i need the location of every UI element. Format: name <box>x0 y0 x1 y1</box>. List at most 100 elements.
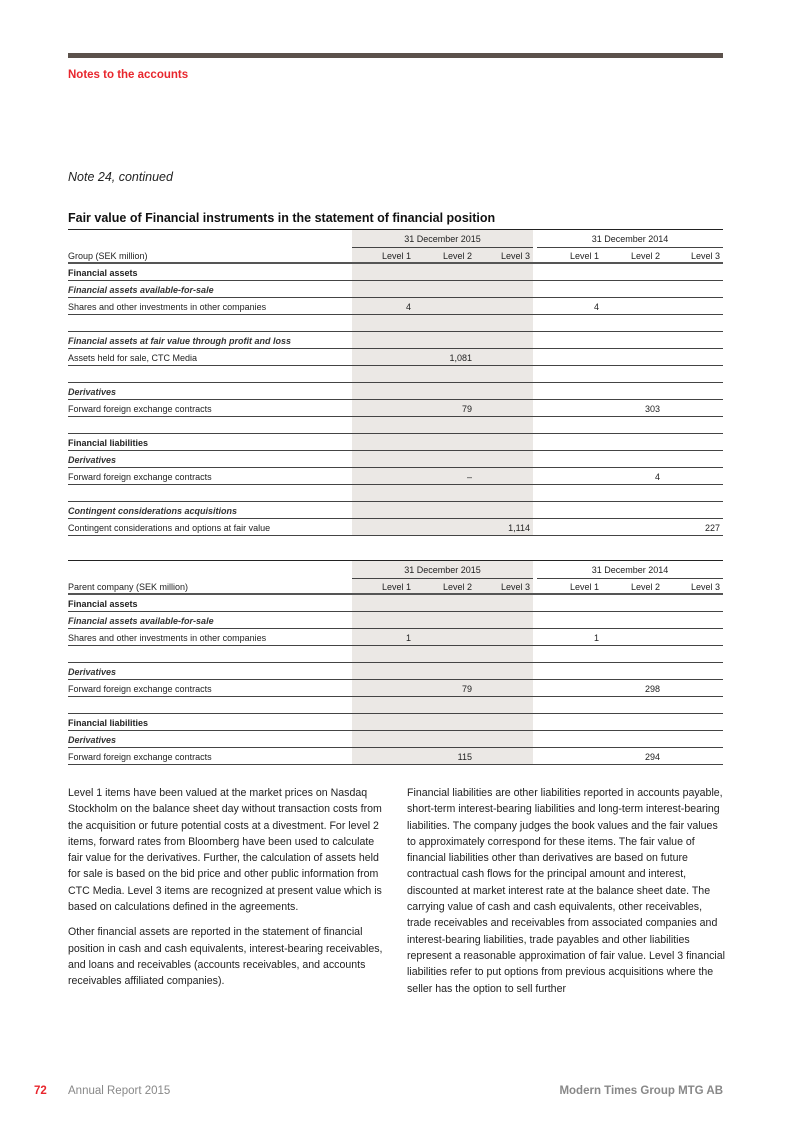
table-row: Financial assets available-for-sale <box>68 281 723 298</box>
level-header: Level 3 <box>500 251 530 261</box>
table-row <box>68 485 723 502</box>
period-2014-header: 31 December 2014 <box>537 565 723 579</box>
row-value: 227 <box>704 523 720 533</box>
note-label: Note 24, continued <box>68 170 173 184</box>
row-label: Financial assets at fair value through p… <box>68 336 292 346</box>
level-header: Level 2 <box>442 251 472 261</box>
table-row: Forward foreign exchange contracts 79 303 <box>68 400 723 417</box>
row-label: Derivatives <box>68 455 117 465</box>
level-header: Level 1 <box>569 251 599 261</box>
level-header-row: Group (SEK million) Level 1 Level 2 Level 3… <box>68 247 723 264</box>
body-text-right: Financial liabilities are other liabilit… <box>407 785 725 1006</box>
level-header: Level 2 <box>630 582 660 592</box>
table-heading: Group (SEK million) <box>68 251 148 261</box>
row-label: Forward foreign exchange contracts <box>68 404 212 414</box>
page-number: 72 <box>34 1085 47 1097</box>
table-row: Contingent considerations and options at… <box>68 519 723 536</box>
table-row: Financial assets <box>68 595 723 612</box>
top-rule <box>68 53 723 58</box>
row-value: 1 <box>405 633 411 643</box>
table-title: Fair value of Financial instruments in t… <box>68 211 496 225</box>
row-value: 115 <box>457 752 472 762</box>
row-label: Derivatives <box>68 735 117 745</box>
period-2015-header: 31 December 2015 <box>352 565 533 579</box>
period-header-row: 31 December 2015 31 December 2014 <box>68 230 723 248</box>
row-value: 79 <box>461 404 472 414</box>
level-header: Level 2 <box>442 582 472 592</box>
section-title: Notes to the accounts <box>68 69 189 81</box>
row-label: Shares and other investments in other co… <box>68 302 267 312</box>
period-2015-header: 31 December 2015 <box>352 234 533 248</box>
row-label: Financial assets <box>68 599 138 609</box>
row-value: 294 <box>644 752 660 762</box>
row-label: Derivatives <box>68 387 117 397</box>
row-value: 79 <box>461 684 472 694</box>
row-value: 1,081 <box>449 353 472 363</box>
row-label: Forward foreign exchange contracts <box>68 752 212 762</box>
row-label: Assets held for sale, CTC Media <box>68 353 198 363</box>
row-label: Financial liabilities <box>68 718 149 728</box>
row-value: 4 <box>654 472 660 482</box>
level-header-row: Parent company (SEK million) Level 1 Level… <box>68 578 723 595</box>
body-text-left: Level 1 items have been valued at the ma… <box>68 785 386 999</box>
row-label: Forward foreign exchange contracts <box>68 472 212 482</box>
period-2014-header: 31 December 2014 <box>537 234 723 248</box>
table-row: Contingent considerations acquisitions <box>68 502 723 519</box>
row-label: Shares and other investments in other co… <box>68 633 267 643</box>
table-row: Derivatives <box>68 731 723 748</box>
row-label: Financial assets available-for-sale <box>68 285 214 295</box>
table-row <box>68 697 723 714</box>
table-top-rule <box>68 229 723 230</box>
paragraph: Other financial assets are reported in t… <box>68 926 383 988</box>
level-header: Level 1 <box>381 251 411 261</box>
row-label: Derivatives <box>68 667 117 677</box>
table-top-rule <box>68 560 723 561</box>
row-label: Financial liabilities <box>68 438 149 448</box>
table-row: Derivatives <box>68 663 723 680</box>
table-row: Financial liabilities <box>68 714 723 731</box>
level-header: Level 2 <box>630 251 660 261</box>
group-table: 31 December 2015 31 December 2014 Group (S… <box>68 229 723 536</box>
table-row <box>68 417 723 434</box>
table-row: Forward foreign exchange contracts 79 298 <box>68 680 723 697</box>
table-row <box>68 366 723 383</box>
row-label: Financial assets available-for-sale <box>68 616 214 626</box>
table-row: Financial assets <box>68 264 723 281</box>
row-label: Financial assets <box>68 268 138 278</box>
table-row: Forward foreign exchange contracts – 4 <box>68 468 723 485</box>
parent-company-table: 31 December 2015 31 December 2014 Parent c… <box>68 560 723 765</box>
table-row: Shares and other investments in other co… <box>68 298 723 315</box>
company-name: Modern Times Group MTG AB <box>559 1085 723 1097</box>
level-header: Level 1 <box>381 582 411 592</box>
table-row: Financial liabilities <box>68 434 723 451</box>
row-value: 1 <box>593 633 599 643</box>
row-label: Contingent considerations and options at… <box>68 523 271 533</box>
level-header: Level 3 <box>690 582 720 592</box>
row-value: 298 <box>644 684 660 694</box>
row-value: – <box>466 472 472 482</box>
row-label: Forward foreign exchange contracts <box>68 684 212 694</box>
row-label: Contingent considerations acquisitions <box>68 506 238 516</box>
row-value: 303 <box>644 404 660 414</box>
table-row: Financial assets available-for-sale <box>68 612 723 629</box>
level-header: Level 3 <box>690 251 720 261</box>
level-header: Level 3 <box>500 582 530 592</box>
paragraph: Financial liabilities are other liabilit… <box>407 787 726 995</box>
level-header: Level 1 <box>569 582 599 592</box>
table-row: Forward foreign exchange contracts 115 294 <box>68 748 723 765</box>
row-value: 4 <box>593 302 599 312</box>
table-row: Assets held for sale, CTC Media 1,081 <box>68 349 723 366</box>
paragraph: Level 1 items have been valued at the ma… <box>68 787 382 914</box>
report-name: Annual Report 2015 <box>68 1085 171 1097</box>
table-row: Derivatives <box>68 451 723 468</box>
row-value: 1,114 <box>508 523 530 533</box>
table-heading: Parent company (SEK million) <box>68 582 189 592</box>
period-header-row: 31 December 2015 31 December 2014 <box>68 561 723 579</box>
table-row: Derivatives <box>68 383 723 400</box>
row-value: 4 <box>405 302 411 312</box>
table-row: Shares and other investments in other co… <box>68 629 723 646</box>
table-row: Financial assets at fair value through p… <box>68 332 723 349</box>
table-row <box>68 646 723 663</box>
table-row <box>68 315 723 332</box>
